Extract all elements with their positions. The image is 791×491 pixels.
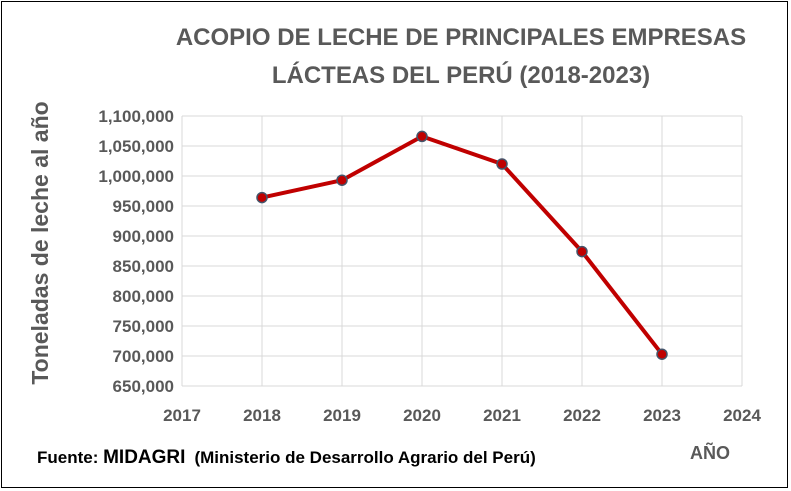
y-tick-label: 800,000	[113, 287, 174, 306]
data-point	[416, 130, 428, 143]
y-tick-label: 1,000,000	[98, 167, 174, 186]
y-tick-label: 750,000	[113, 317, 174, 336]
x-axis-tick-labels: 2017 2018 2019 2020 2021 2022 2023 2024	[163, 406, 761, 425]
chart-title-line-1: ACOPIO DE LECHE DE PRINCIPALES EMPRESAS	[176, 24, 746, 51]
data-point	[656, 348, 668, 360]
x-axis-title: AÑO	[690, 442, 730, 463]
y-tick-label: 650,000	[113, 377, 174, 396]
data-point	[496, 158, 508, 170]
y-tick-label: 700,000	[113, 347, 174, 366]
x-tick-label: 2017	[163, 406, 201, 425]
source-detail: (Ministerio de Desarrollo Agrario del Pe…	[194, 448, 535, 467]
y-tick-label: 1,050,000	[98, 137, 174, 156]
data-point	[336, 174, 348, 186]
y-tick-label: 900,000	[113, 227, 174, 246]
x-tick-label: 2024	[723, 406, 761, 425]
series-line-path	[260, 134, 664, 357]
x-tick-label: 2018	[243, 406, 281, 425]
y-axis-title: Toneladas de leche al año	[27, 101, 53, 384]
x-tick-label: 2021	[483, 406, 521, 425]
data-point	[576, 245, 588, 258]
data-point	[256, 191, 268, 204]
y-axis-tick-labels: 650,000 700,000 750,000 800,000 850,000 900,0…	[98, 107, 174, 396]
source-note: Fuente: MIDAGRI (Ministerio de Desarrollo…	[37, 447, 536, 468]
grid	[181, 115, 743, 387]
y-tick-label: 850,000	[113, 257, 174, 276]
series-line	[256, 130, 668, 360]
chart-title-line-2: LÁCTEAS DEL PERÚ (2018-2023)	[272, 61, 650, 89]
x-tick-label: 2023	[643, 406, 681, 425]
x-tick-label: 2019	[323, 406, 361, 425]
x-tick-label: 2020	[403, 406, 441, 425]
x-tick-label: 2022	[563, 406, 601, 425]
y-tick-label: 1,100,000	[98, 107, 174, 126]
source-prefix: Fuente:	[37, 448, 103, 467]
y-tick-label: 950,000	[113, 197, 174, 216]
source-org: MIDAGRI	[103, 447, 185, 468]
